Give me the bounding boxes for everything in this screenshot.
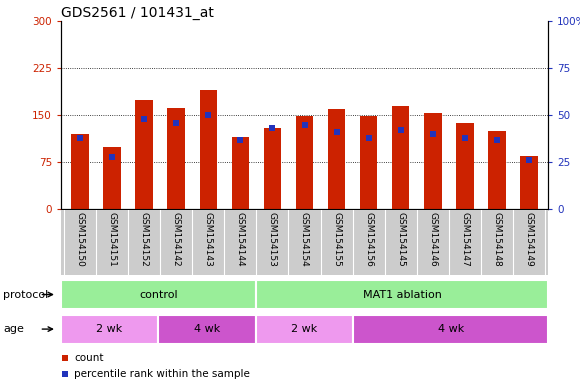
Point	[396, 127, 405, 133]
Bar	[256, 280, 548, 309]
Point	[492, 137, 502, 143]
Point	[268, 125, 277, 131]
Bar	[488, 131, 506, 209]
Point	[428, 131, 437, 137]
Bar	[456, 123, 474, 209]
Text: GSM154150: GSM154150	[75, 212, 85, 267]
Text: GSM154143: GSM154143	[204, 212, 213, 267]
Text: protocol: protocol	[3, 290, 48, 300]
Text: 2 wk: 2 wk	[291, 324, 318, 334]
Text: 4 wk: 4 wk	[194, 324, 220, 334]
Bar	[328, 109, 345, 209]
Text: GSM154149: GSM154149	[524, 212, 534, 267]
Bar	[360, 116, 378, 209]
Point	[75, 135, 85, 141]
Text: 4 wk: 4 wk	[437, 324, 464, 334]
Point	[204, 112, 213, 118]
Bar	[353, 315, 548, 344]
Bar	[520, 156, 538, 209]
Point	[172, 120, 181, 126]
Bar	[200, 90, 217, 209]
Text: 2 wk: 2 wk	[96, 324, 123, 334]
Bar	[61, 315, 158, 344]
Point	[460, 135, 469, 141]
Text: GSM154145: GSM154145	[396, 212, 405, 267]
Bar	[61, 280, 256, 309]
Point	[268, 140, 277, 146]
Bar	[71, 134, 89, 209]
Point	[364, 135, 374, 141]
Bar	[168, 108, 185, 209]
Bar	[296, 116, 313, 209]
Bar	[231, 137, 249, 209]
Text: GDS2561 / 101431_at: GDS2561 / 101431_at	[61, 6, 214, 20]
Point	[235, 137, 245, 143]
Text: GSM154142: GSM154142	[172, 212, 181, 266]
Text: count: count	[74, 353, 104, 362]
Bar	[158, 315, 256, 344]
Bar	[135, 99, 153, 209]
Text: GSM154146: GSM154146	[428, 212, 437, 267]
Text: control: control	[139, 290, 177, 300]
Text: age: age	[3, 324, 24, 334]
Text: GSM154154: GSM154154	[300, 212, 309, 267]
Point	[107, 154, 117, 160]
Bar	[424, 113, 441, 209]
Text: GSM154152: GSM154152	[140, 212, 148, 267]
Point	[140, 116, 149, 122]
Bar	[103, 147, 121, 209]
Text: GSM154144: GSM154144	[236, 212, 245, 266]
Point	[268, 288, 277, 295]
Text: GSM154151: GSM154151	[108, 212, 117, 267]
Bar	[256, 315, 353, 344]
Bar	[264, 128, 281, 209]
Text: GSM154148: GSM154148	[492, 212, 501, 267]
Text: GSM154153: GSM154153	[268, 212, 277, 267]
Text: GSM154155: GSM154155	[332, 212, 341, 267]
Point	[300, 121, 309, 127]
Bar	[392, 106, 409, 209]
Text: percentile rank within the sample: percentile rank within the sample	[74, 369, 250, 379]
Point	[524, 157, 534, 164]
Text: GSM154156: GSM154156	[364, 212, 373, 267]
Text: GSM154147: GSM154147	[461, 212, 469, 267]
Point	[332, 129, 341, 135]
Text: MAT1 ablation: MAT1 ablation	[362, 290, 441, 300]
